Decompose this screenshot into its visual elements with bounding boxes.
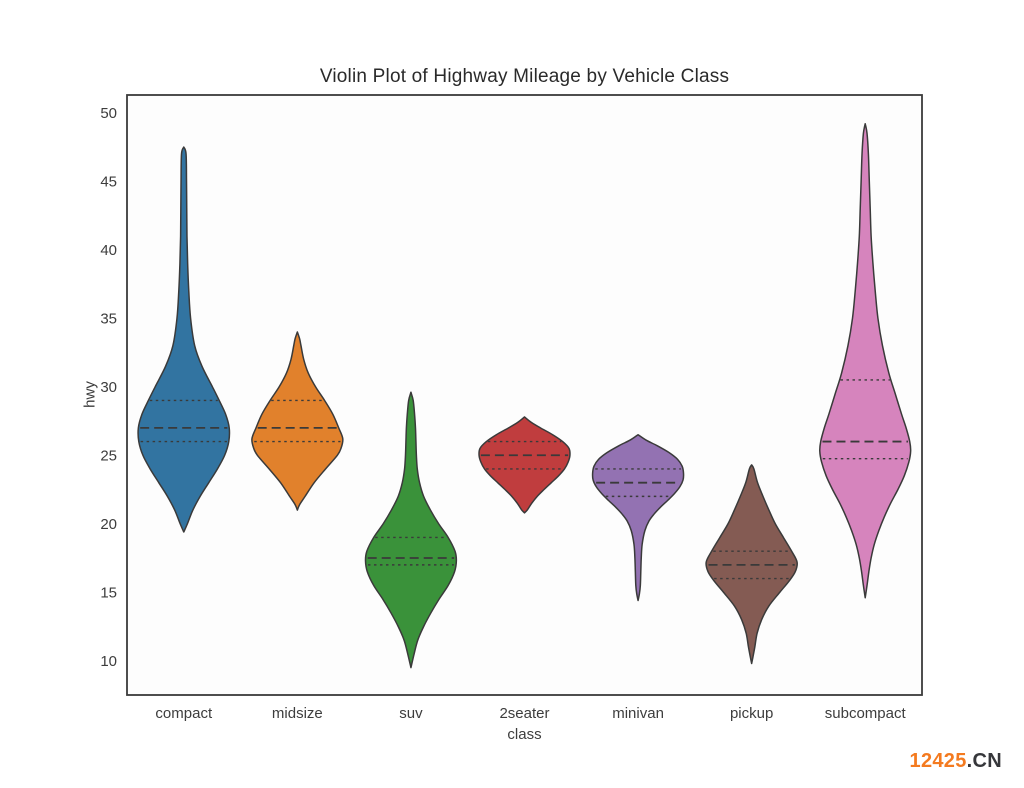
ytick-30: 30 bbox=[100, 379, 117, 396]
ytick-50: 50 bbox=[100, 105, 117, 122]
xtick-pickup: pickup bbox=[730, 705, 773, 722]
violin-compact bbox=[137, 146, 231, 533]
ytick-25: 25 bbox=[100, 447, 117, 464]
violin-midsize bbox=[251, 331, 344, 511]
violin-subcompact bbox=[819, 123, 912, 599]
y-axis-label: hwy bbox=[81, 381, 99, 408]
ytick-35: 35 bbox=[100, 310, 117, 327]
watermark-suffix: .CN bbox=[966, 750, 1002, 772]
ytick-40: 40 bbox=[100, 242, 117, 259]
axes-frame bbox=[126, 94, 923, 696]
chart-title: Violin Plot of Highway Mileage by Vehicl… bbox=[319, 66, 730, 87]
violin-minivan bbox=[591, 433, 685, 602]
watermark: 12425.CN bbox=[910, 750, 1002, 773]
xtick-subcompact: subcompact bbox=[825, 705, 907, 722]
xtick-midsize: midsize bbox=[272, 705, 323, 722]
ytick-45: 45 bbox=[100, 173, 117, 190]
ytick-15: 15 bbox=[100, 584, 117, 601]
xtick-minivan: minivan bbox=[612, 705, 664, 722]
x-axis-label: class bbox=[507, 726, 542, 743]
xtick-suv: suv bbox=[399, 705, 423, 722]
ytick-10: 10 bbox=[100, 653, 117, 670]
ytick-20: 20 bbox=[100, 516, 117, 533]
xtick-2seater: 2seater bbox=[499, 705, 549, 722]
xtick-compact: compact bbox=[155, 705, 213, 722]
watermark-prefix: 12425 bbox=[909, 750, 967, 772]
violin-suv bbox=[364, 391, 458, 669]
